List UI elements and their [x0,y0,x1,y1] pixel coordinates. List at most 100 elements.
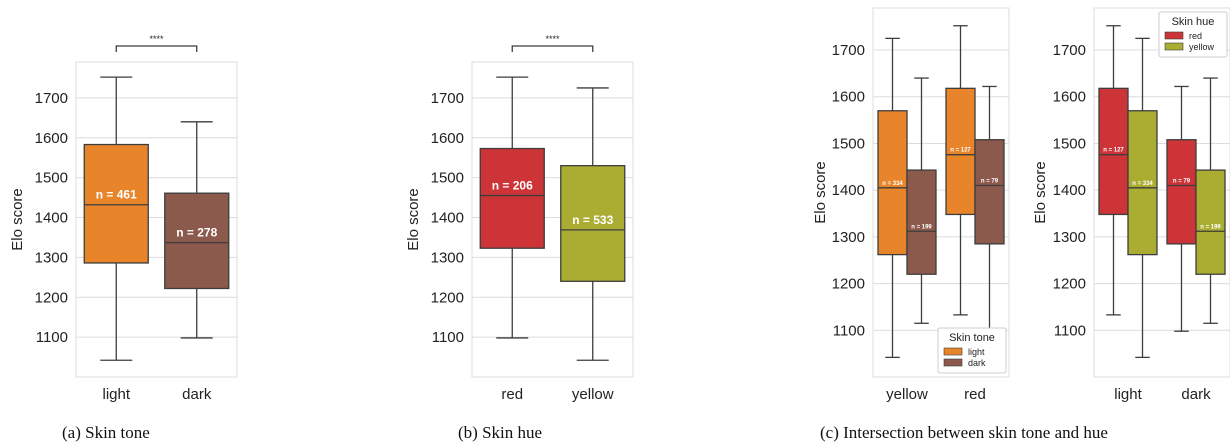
n-label: n = 79 [1173,178,1191,184]
chart-panel-b: 1100 1200 1300 1400 1500 1600 1700 Elo score red… [405,34,634,403]
y-tick-label: 1100 [1054,322,1086,339]
y-tick-label: 1700 [832,42,865,59]
y-tick-label: 1400 [1053,182,1086,199]
legend-swatch-yellow [1164,42,1184,51]
box-yellow: n = 533 [560,87,626,361]
y-axis-label: Elo score [405,188,422,251]
legend-swatch-light [943,347,963,356]
box-dark-yellow: n = 199 [1195,77,1226,324]
y-tick-label: 1600 [832,89,865,106]
legend-swatch-dark [943,358,963,367]
legend-swatch-red [1164,31,1184,40]
y-tick-label: 1500 [431,170,464,187]
y-tick-label: 1400 [832,182,865,199]
legend-label-yellow: yellow [1189,42,1215,52]
y-tick-label: 1700 [35,90,68,107]
box-yellow-light: n = 334 [877,37,908,359]
y-tick-label: 1200 [431,289,464,306]
y-tick-label: 1700 [1053,42,1086,59]
n-label: n = 461 [96,188,137,202]
significance-bracket [115,45,198,52]
n-label: n = 127 [1103,148,1124,154]
y-tick-label: 1100 [432,329,464,346]
x-tick-label: red [501,386,523,403]
box-body [1166,139,1197,245]
box-body [1195,169,1226,275]
chart-panel-c1: 1100 1200 1300 1400 1500 1600 1700 Elo score yel… [812,7,1010,403]
y-axis-label: Elo score [812,161,829,224]
y-tick-label: 1700 [431,90,464,107]
n-label: n = 206 [492,179,533,193]
legend-label-dark: dark [968,358,986,368]
y-tick-label: 1300 [431,249,464,266]
caption-c: (c) Intersection between skin tone and h… [820,423,1108,442]
y-tick-label: 1200 [1053,276,1086,293]
y-tick-label: 1300 [832,229,865,246]
x-tick-label: yellow [886,386,928,403]
n-label: n = 334 [882,181,903,187]
legend-title: Skin hue [1172,16,1215,28]
box-red: n = 206 [479,76,545,339]
significance-label: **** [545,34,560,44]
caption-b: (b) Skin hue [458,423,542,442]
legend-label-red: red [1189,31,1202,41]
y-tick-label: 1500 [35,170,68,187]
y-tick-label: 1600 [35,130,68,147]
box-body [974,139,1005,245]
n-label: n = 533 [572,213,613,227]
y-tick-label: 1400 [431,210,464,227]
chart-panel-c2: 1100 1200 1300 1400 1500 1600 1700 Elo score lig… [1032,7,1230,403]
y-tick-label: 1600 [1053,89,1086,106]
box-body [1127,110,1158,256]
x-tick-label: yellow [572,386,614,403]
box-red-dark: n = 79 [974,85,1005,332]
y-tick-label: 1200 [35,289,68,306]
y-tick-label: 1300 [1053,229,1086,246]
y-tick-label: 1500 [832,135,865,152]
box-body [877,110,908,256]
y-tick-label: 1300 [35,249,68,266]
y-axis-label: Elo score [9,188,26,251]
y-tick-label: 1400 [35,210,68,227]
legend-label-light: light [968,347,985,357]
box-body [164,192,230,290]
x-tick-label: light [1114,386,1142,403]
significance-label: **** [149,34,164,44]
n-label: n = 127 [950,148,971,154]
n-label: n = 278 [176,226,217,240]
box-body [560,165,626,282]
box-dark: n = 278 [164,121,230,339]
x-tick-label: dark [1181,386,1211,403]
legend-title: Skin tone [949,332,995,344]
y-tick-label: 1500 [1053,135,1086,152]
n-label: n = 79 [981,178,999,184]
y-tick-label: 1100 [36,329,68,346]
x-tick-label: dark [182,386,212,403]
y-tick-label: 1100 [833,322,865,339]
box-dark-red: n = 79 [1166,85,1197,332]
box-body [1098,87,1129,216]
n-label: n = 199 [1200,224,1221,230]
y-tick-label: 1600 [431,130,464,147]
chart-panel-a: 1100 1200 1300 1400 1500 1600 1700 Elo score lig… [9,34,238,403]
caption-a: (a) Skin tone [62,423,150,442]
box-body [945,87,976,216]
box-red-light: n = 127 [945,25,976,316]
box-light: n = 461 [83,76,149,361]
box-body [906,169,937,275]
significance-bracket [511,45,594,52]
y-axis-label: Elo score [1032,161,1049,224]
n-label: n = 199 [911,224,932,230]
x-tick-label: light [102,386,130,403]
box-yellow-dark: n = 199 [906,77,937,324]
box-body [479,147,545,249]
y-tick-label: 1200 [832,276,865,293]
n-label: n = 334 [1132,181,1153,187]
box-light-yellow: n = 334 [1127,37,1158,359]
box-body [83,143,149,264]
box-light-red: n = 127 [1098,25,1129,316]
x-tick-label: red [964,386,986,403]
